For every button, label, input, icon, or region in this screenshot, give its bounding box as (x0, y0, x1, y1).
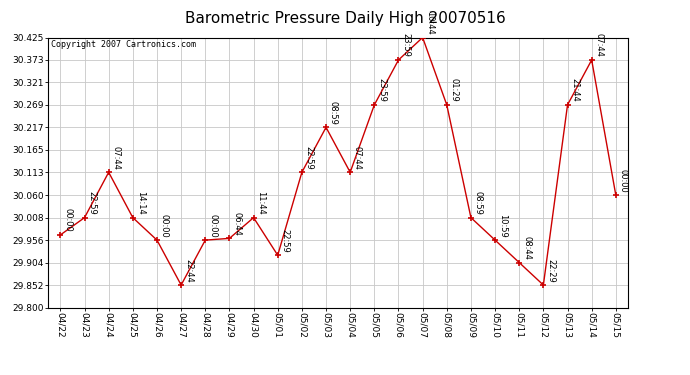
Text: Barometric Pressure Daily High 20070516: Barometric Pressure Daily High 20070516 (185, 11, 505, 26)
Text: 07:44: 07:44 (353, 146, 362, 170)
Text: 23:59: 23:59 (402, 33, 411, 57)
Text: 23:59: 23:59 (377, 78, 386, 102)
Text: 22:59: 22:59 (305, 146, 314, 170)
Text: 10:59: 10:59 (498, 214, 507, 237)
Text: 00:00: 00:00 (63, 209, 72, 232)
Text: 00:00: 00:00 (160, 214, 169, 237)
Text: 10:44: 10:44 (426, 11, 435, 35)
Text: 21:44: 21:44 (571, 78, 580, 102)
Text: 08:44: 08:44 (522, 236, 531, 260)
Text: 22:59: 22:59 (88, 191, 97, 215)
Text: 08:59: 08:59 (329, 101, 338, 124)
Text: 22:29: 22:29 (546, 258, 555, 282)
Text: 06:44: 06:44 (233, 212, 241, 236)
Text: 07:44: 07:44 (595, 33, 604, 57)
Text: 22:44: 22:44 (184, 258, 193, 282)
Text: 00:00: 00:00 (208, 214, 217, 237)
Text: 08:59: 08:59 (474, 191, 483, 215)
Text: 11:44: 11:44 (257, 191, 266, 215)
Text: Copyright 2007 Cartronics.com: Copyright 2007 Cartronics.com (51, 40, 196, 49)
Text: 00:00: 00:00 (619, 169, 628, 192)
Text: 22:59: 22:59 (281, 229, 290, 252)
Text: 14:14: 14:14 (136, 191, 145, 215)
Text: 07:44: 07:44 (112, 146, 121, 170)
Text: 01:29: 01:29 (450, 78, 459, 102)
